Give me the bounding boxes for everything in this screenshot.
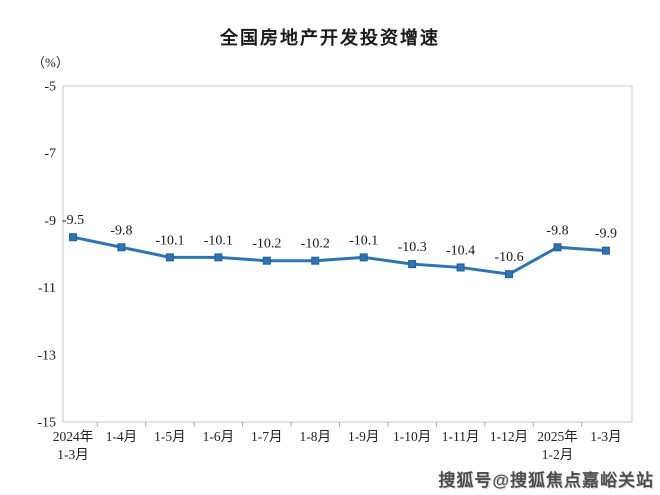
x-axis-category-label: 1-4月	[106, 429, 138, 444]
data-point-marker	[311, 256, 320, 265]
x-axis-category-label: 2024年 1-3月	[53, 429, 94, 462]
data-point-marker	[408, 260, 417, 269]
data-point-marker	[359, 253, 368, 262]
x-axis-category-label: 2025年 1-2月	[537, 429, 578, 462]
data-point-marker	[69, 233, 77, 242]
y-axis-tick-label: -15	[37, 416, 56, 431]
y-axis-unit-label: （%）	[32, 55, 69, 70]
x-axis-category-label: 1-5月	[154, 429, 186, 444]
data-label: -10.6	[494, 250, 523, 265]
data-label: -9.8	[110, 223, 132, 238]
data-label: -10.1	[204, 233, 233, 248]
data-label: -10.2	[301, 237, 330, 252]
x-axis-category-label: 1-8月	[300, 429, 332, 444]
data-line	[71, 235, 608, 276]
data-point-marker	[214, 253, 223, 262]
data-label: -10.3	[398, 240, 427, 255]
x-axis-category-label: 1-10月	[393, 429, 431, 444]
y-axis-tick-label: -13	[37, 348, 56, 363]
data-point-marker	[601, 246, 610, 255]
data-label: -9.5	[62, 213, 84, 228]
y-axis-tick-label: -11	[38, 281, 56, 296]
data-label: -9.9	[595, 227, 617, 242]
data-point-marker	[165, 253, 174, 262]
data-point-marker	[262, 256, 271, 265]
plot-area-border	[62, 85, 633, 423]
x-axis-category-label: 1-12月	[490, 429, 528, 444]
data-label: -10.4	[446, 243, 475, 258]
y-axis-tick-label: -7	[44, 147, 56, 162]
x-axis-category-label: 1-7月	[251, 429, 283, 444]
x-axis-category-label: 1-11月	[442, 429, 480, 444]
data-point-marker	[505, 270, 514, 279]
data-label: -10.2	[252, 237, 281, 252]
watermark-text: 搜狐号@搜狐焦点嘉峪关站	[438, 471, 654, 490]
data-point-marker	[553, 243, 562, 252]
data-label: -10.1	[155, 233, 184, 248]
chart-title: 全国房地产开发投资增速	[220, 28, 440, 48]
x-axis-category-label: 1-3月	[590, 429, 622, 444]
y-axis-tick-label: -9	[44, 214, 56, 229]
data-label: -9.8	[546, 223, 568, 238]
y-axis-tick-label: -5	[44, 80, 56, 95]
x-axis-category-label: 1-6月	[203, 429, 235, 444]
data-label: -10.1	[349, 233, 378, 248]
data-point-marker	[117, 243, 126, 252]
x-axis-category-label: 1-9月	[348, 429, 380, 444]
data-point-marker	[456, 263, 465, 272]
